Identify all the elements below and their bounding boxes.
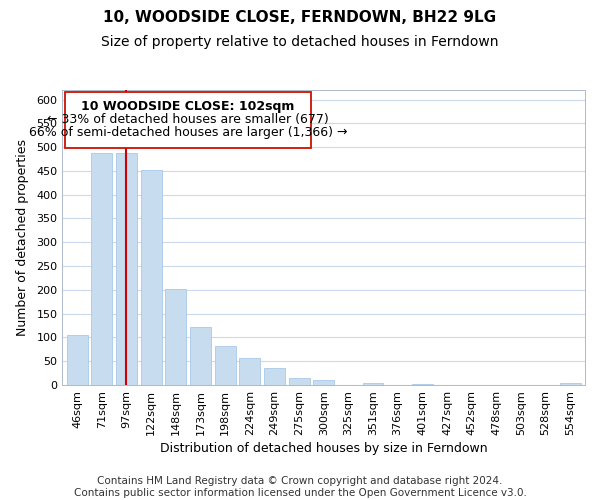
Bar — [67, 335, 88, 385]
Bar — [239, 358, 260, 385]
Text: 10, WOODSIDE CLOSE, FERNDOWN, BH22 9LG: 10, WOODSIDE CLOSE, FERNDOWN, BH22 9LG — [103, 10, 497, 25]
Bar — [313, 380, 334, 385]
Bar — [264, 368, 285, 385]
Text: Contains HM Land Registry data © Crown copyright and database right 2024.
Contai: Contains HM Land Registry data © Crown c… — [74, 476, 526, 498]
Bar — [412, 384, 433, 385]
Bar — [362, 382, 383, 385]
Text: 10 WOODSIDE CLOSE: 102sqm: 10 WOODSIDE CLOSE: 102sqm — [82, 100, 295, 112]
Bar — [560, 382, 581, 385]
Y-axis label: Number of detached properties: Number of detached properties — [16, 139, 29, 336]
Text: ← 33% of detached houses are smaller (677): ← 33% of detached houses are smaller (67… — [47, 113, 329, 126]
FancyBboxPatch shape — [65, 92, 311, 148]
Text: 66% of semi-detached houses are larger (1,366) →: 66% of semi-detached houses are larger (… — [29, 126, 347, 139]
X-axis label: Distribution of detached houses by size in Ferndown: Distribution of detached houses by size … — [160, 442, 488, 455]
Text: Size of property relative to detached houses in Ferndown: Size of property relative to detached ho… — [101, 35, 499, 49]
Bar — [289, 378, 310, 385]
Bar — [166, 289, 186, 385]
Bar — [215, 346, 236, 385]
Bar — [91, 153, 112, 385]
Bar — [140, 170, 161, 385]
Bar — [190, 327, 211, 385]
Bar — [116, 153, 137, 385]
